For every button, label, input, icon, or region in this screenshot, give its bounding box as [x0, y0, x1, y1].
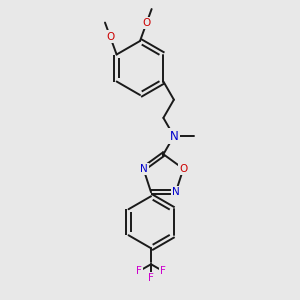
Text: F: F	[148, 273, 154, 283]
Text: F: F	[160, 266, 166, 276]
Text: N: N	[169, 130, 178, 142]
Text: O: O	[142, 18, 151, 28]
Text: N: N	[172, 187, 180, 197]
Text: N: N	[140, 164, 147, 174]
Text: O: O	[179, 164, 188, 174]
Text: F: F	[136, 266, 142, 276]
Text: O: O	[106, 32, 114, 42]
